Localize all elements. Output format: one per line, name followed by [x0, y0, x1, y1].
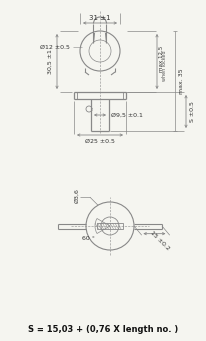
Bar	[97, 223, 123, 229]
Text: Ø9,5 ±0.1: Ø9,5 ±0.1	[111, 113, 143, 118]
Text: max. 35: max. 35	[179, 68, 185, 94]
Text: S = 15,03 + (0,76 X length no. ): S = 15,03 + (0,76 X length no. )	[28, 325, 178, 333]
Text: max 12,5: max 12,5	[158, 45, 164, 72]
Text: 30,5 ±1: 30,5 ±1	[48, 49, 53, 74]
Text: 31 ±1: 31 ±1	[89, 15, 111, 21]
Text: when locked: when locked	[163, 50, 167, 81]
Text: Ø25 ±0.5: Ø25 ±0.5	[85, 138, 115, 144]
Text: Ø12 ±0.5: Ø12 ±0.5	[40, 44, 70, 49]
Text: 60 °: 60 °	[82, 236, 94, 240]
Text: S ±0.5: S ±0.5	[191, 101, 195, 122]
Text: Ø3,6: Ø3,6	[74, 188, 79, 203]
Text: 15 ±0.2: 15 ±0.2	[149, 230, 170, 251]
